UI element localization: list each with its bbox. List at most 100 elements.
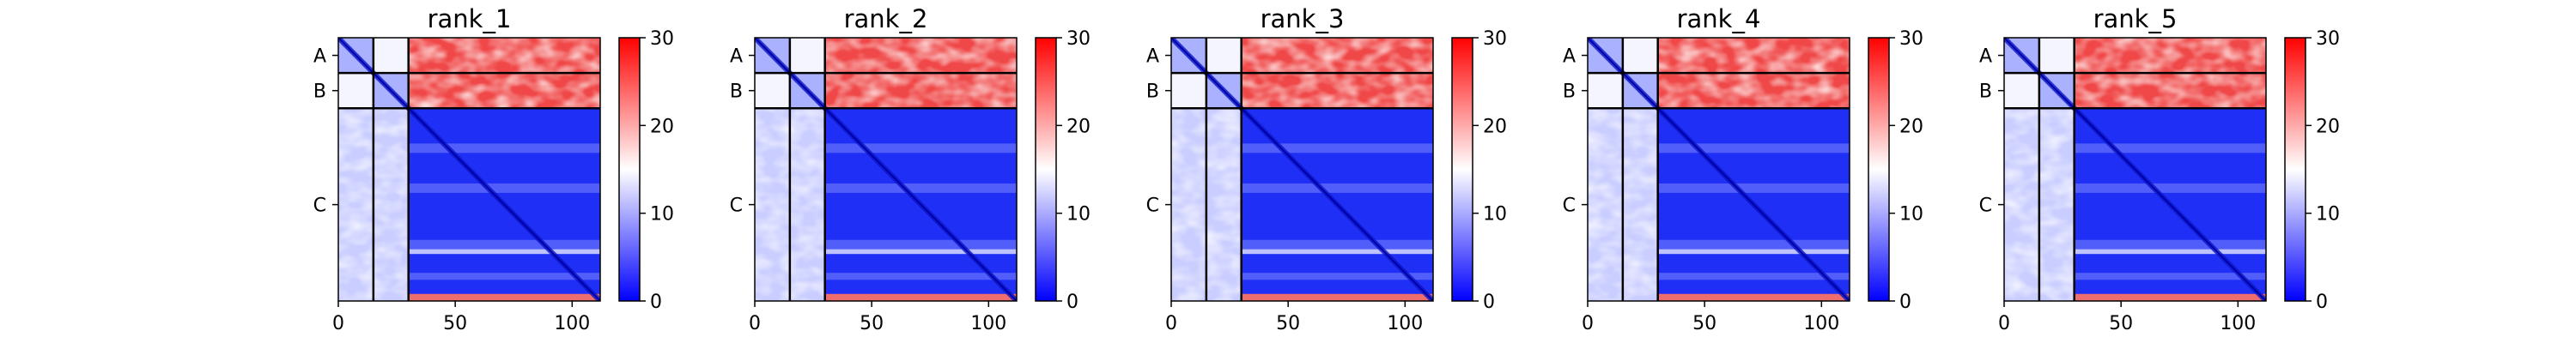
panel-title: rank_1 (428, 4, 512, 33)
colorbar-tick-label: 30 (650, 28, 674, 50)
panel-title: rank_4 (1677, 4, 1761, 33)
y-tick-label: A (313, 46, 326, 68)
y-tick-label: A (1146, 46, 1159, 68)
y-tick-label: B (1563, 81, 1576, 103)
heatmap-block-ba (338, 73, 374, 109)
heatmap-panel-4: rank_4 0 50 100 AB C 0 10 20 30 (1563, 4, 1923, 334)
colorbar-tick-label: 30 (1483, 28, 1507, 50)
heatmap-frame (754, 37, 1018, 302)
heatmap-band-edge (1588, 293, 1850, 301)
heatmap-band-3 (1241, 273, 1433, 280)
heatmap-band-1 (824, 183, 1017, 193)
heatmap-band-light (408, 249, 600, 255)
heatmap-band-1 (408, 183, 600, 193)
colorbar (1451, 37, 1473, 302)
heatmap-diagonal-core (1171, 38, 1433, 301)
heatmap-diagonal-core (338, 38, 600, 301)
heatmap-frame (2003, 37, 2267, 302)
x-tick-label: 100 (1387, 313, 1423, 334)
colorbar-tick-label: 20 (650, 116, 674, 137)
heatmap-band-3 (1657, 273, 1850, 280)
y-tick-label: B (1146, 81, 1159, 103)
x-tick-label: 0 (332, 313, 344, 334)
heatmap-panel-3: rank_3 0 50 100 AB C 0 10 20 30 (1146, 4, 1507, 334)
heatmap-block-ab (1622, 38, 1658, 74)
heatmap-frame (337, 37, 601, 302)
heatmap-diagonal-core (1588, 38, 1850, 301)
heatmap-band-3 (824, 273, 1017, 280)
heatmap-frame (1587, 37, 1850, 302)
colorbar-tick-label: 10 (2316, 204, 2340, 226)
heatmap-block-ab (2038, 38, 2075, 74)
heatmap-block-ba (1588, 73, 1623, 109)
heatmap-block-ab (373, 38, 409, 74)
heatmap-band-3 (2074, 273, 2266, 280)
heatmap-band-3 (408, 273, 600, 280)
y-tick-label: B (730, 81, 743, 103)
y-tick-label: A (730, 46, 743, 68)
heatmap-panel-1: rank_1 0 50 100 AB C 0 10 20 30 (313, 4, 674, 334)
heatmap-band-edge (755, 293, 1017, 301)
y-tick-label: C (1146, 196, 1159, 217)
colorbar-tick-label: 20 (1899, 116, 1923, 137)
heatmap-band-0 (2074, 143, 2266, 153)
x-tick-label: 0 (749, 313, 761, 334)
colorbar (618, 37, 641, 302)
y-tick-label: A (1563, 46, 1576, 68)
heatmap-band-0 (1657, 143, 1850, 153)
colorbar-tick-label: 20 (2316, 116, 2340, 137)
x-tick-label: 0 (1165, 313, 1177, 334)
x-tick-label: 50 (443, 313, 467, 334)
colorbar-tick-label: 30 (2316, 28, 2340, 50)
x-tick-label: 0 (1998, 313, 2010, 334)
heatmap-diagonal-core (2004, 38, 2266, 301)
y-tick-label: B (1979, 81, 1992, 103)
x-tick-label: 100 (554, 313, 590, 334)
colorbar-tick-label: 20 (1066, 116, 1091, 137)
heatmap-band-edge (338, 293, 600, 301)
colorbar-tick-label: 0 (1066, 292, 1078, 313)
y-tick-label: C (1979, 196, 1992, 217)
heatmap-frame (1170, 37, 1434, 302)
heatmap-band-1 (2074, 183, 2266, 193)
colorbar-tick-label: 10 (1899, 204, 1923, 226)
x-tick-label: 50 (1276, 313, 1300, 334)
heatmap-panel-2: rank_2 0 50 100 AB C 0 10 20 30 (730, 4, 1091, 334)
y-tick-label: C (1563, 196, 1576, 217)
heatmap-band-light (1657, 249, 1850, 255)
colorbar (1035, 37, 1057, 302)
panel-title: rank_2 (844, 4, 928, 33)
heatmap-block-ba (755, 73, 790, 109)
heatmap-band-edge (1171, 293, 1433, 301)
x-tick-label: 100 (1803, 313, 1839, 334)
y-tick-label: A (1979, 46, 1992, 68)
y-tick-label: C (730, 196, 743, 217)
heatmap-band-edge (2004, 293, 2266, 301)
colorbar-tick-label: 10 (650, 204, 674, 226)
colorbar-tick-label: 10 (1483, 204, 1507, 226)
colorbar (1868, 37, 1890, 302)
colorbar-tick-label: 30 (1899, 28, 1923, 50)
heatmap-block-ab (1206, 38, 1242, 74)
heatmap-block-ba (1171, 73, 1206, 109)
colorbar (2284, 37, 2306, 302)
x-tick-label: 50 (1692, 313, 1716, 334)
heatmap-band-1 (1657, 183, 1850, 193)
x-tick-label: 100 (970, 313, 1006, 334)
colorbar-tick-label: 0 (2316, 292, 2328, 313)
heatmap-band-0 (408, 143, 600, 153)
colorbar-tick-label: 30 (1066, 28, 1091, 50)
x-tick-label: 50 (2109, 313, 2133, 334)
heatmap-band-light (1241, 249, 1433, 255)
colorbar-tick-label: 0 (1899, 292, 1911, 313)
heatmap-band-0 (1241, 143, 1433, 153)
x-tick-label: 0 (1582, 313, 1594, 334)
heatmap-block-ab (789, 38, 825, 74)
y-tick-label: C (313, 196, 326, 217)
x-tick-label: 100 (2220, 313, 2256, 334)
colorbar-tick-label: 0 (650, 292, 662, 313)
panel-title: rank_5 (2093, 4, 2178, 33)
colorbar-tick-label: 20 (1483, 116, 1507, 137)
heatmap-panel-5: rank_5 0 50 100 AB C 0 10 20 30 (1979, 4, 2340, 334)
heatmap-band-0 (824, 143, 1017, 153)
